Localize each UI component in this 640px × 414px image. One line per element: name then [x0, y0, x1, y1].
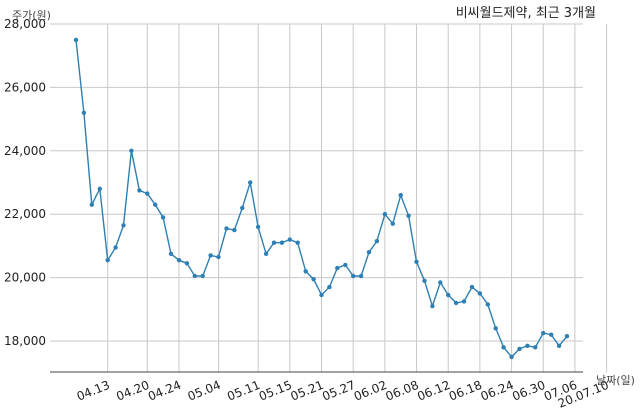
x-tick-label: 04.13 [75, 378, 112, 404]
data-point [327, 284, 332, 290]
data-point [358, 273, 364, 279]
data-point [311, 277, 316, 282]
data-point [200, 273, 205, 279]
data-point [192, 273, 197, 279]
data-point [549, 332, 554, 337]
data-point [541, 330, 546, 336]
data-point [255, 224, 261, 230]
y-tick-label: 24,000 [4, 144, 46, 158]
data-point [105, 258, 110, 263]
x-tick-label: 04.24 [146, 378, 183, 404]
y-tick-label: 28,000 [4, 17, 46, 31]
data-point [232, 227, 237, 233]
data-point [422, 278, 427, 283]
data-point [406, 213, 411, 218]
data-point [121, 223, 126, 228]
y-tick-label: 26,000 [4, 80, 46, 94]
data-point [517, 346, 522, 352]
y-axis-label: 주가(원) [12, 9, 51, 22]
data-point [137, 188, 142, 193]
y-tick-label: 22,000 [4, 207, 46, 221]
data-point [263, 251, 269, 256]
data-point [390, 221, 395, 226]
data-point [533, 345, 538, 350]
data-point [279, 240, 285, 245]
grid-lines [50, 23, 608, 372]
data-point [382, 212, 388, 217]
x-axis-label: 날짜(일) [596, 373, 635, 387]
data-point [319, 292, 324, 298]
data-point [153, 202, 158, 207]
data-point [295, 240, 300, 245]
data-point [335, 265, 340, 271]
data-point [556, 343, 562, 348]
data-point [184, 261, 190, 266]
data-point [145, 191, 150, 196]
data-point [485, 302, 490, 307]
y-tick-label: 18,000 [4, 334, 46, 348]
data-point [89, 202, 95, 207]
data-point [446, 292, 451, 298]
data-point [113, 245, 118, 250]
data-point [501, 345, 506, 350]
data-point [564, 334, 570, 339]
data-point [240, 205, 245, 211]
chart-title: 비씨월드제약, 최근 3개월 [456, 6, 596, 21]
data-point [129, 148, 134, 153]
data-point [461, 299, 467, 304]
data-point [414, 259, 419, 264]
data-point [525, 343, 530, 348]
data-point [477, 291, 483, 296]
y-tick-labels: 18,000 20,000 22,000 24,000 26,000 28,000 [4, 17, 46, 348]
data-point [271, 240, 277, 245]
data-point [366, 250, 372, 255]
data-point [469, 284, 475, 290]
data-point [438, 280, 443, 285]
data-point [509, 354, 514, 360]
data-point [248, 180, 253, 185]
data-point [176, 258, 182, 263]
data-point [73, 37, 79, 43]
y-tick-label: 20,000 [4, 271, 46, 285]
data-point [224, 226, 229, 231]
data-point [216, 254, 221, 260]
x-tick-label: 05.04 [186, 378, 223, 404]
data-points [73, 37, 570, 360]
data-point [81, 110, 87, 116]
data-point [168, 251, 174, 256]
data-point [208, 253, 213, 258]
data-point [351, 273, 356, 279]
data-point [343, 262, 348, 268]
data-point [493, 326, 498, 331]
data-point [398, 193, 403, 198]
data-point [374, 238, 380, 244]
data-point [303, 269, 308, 274]
data-point [453, 300, 459, 306]
data-point [430, 303, 435, 309]
data-point [160, 215, 166, 220]
data-point [97, 186, 103, 191]
data-point [287, 237, 292, 242]
